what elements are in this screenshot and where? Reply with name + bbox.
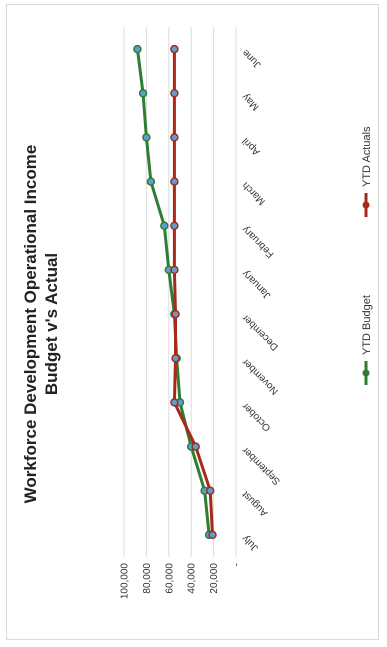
- data-point-ytd-budget: [138, 89, 148, 98]
- data-point-ytd-actuals: [171, 354, 180, 363]
- gridlines: [123, 27, 237, 557]
- x-category-label: July: [240, 533, 260, 553]
- x-category-label: April: [240, 135, 262, 157]
- y-tick-label: 100,000: [120, 563, 131, 600]
- x-category-label: February: [240, 224, 276, 260]
- legend-label: YTD Actuals: [361, 126, 373, 187]
- chart-subtitle: Budget v's Actual: [42, 253, 61, 395]
- legend-label: YTD Budget: [361, 295, 373, 355]
- x-category-label: August: [240, 488, 270, 518]
- x-category-label: May: [240, 91, 261, 112]
- data-point-ytd-actuals: [170, 44, 179, 54]
- x-category-label: June: [240, 47, 263, 70]
- y-tick-label: 60,000: [164, 563, 175, 594]
- series-line-ytd-budget: [135, 48, 211, 536]
- x-category-label: October: [240, 400, 273, 433]
- data-point-ytd-budget: [133, 44, 142, 54]
- data-point-ytd-actuals: [170, 221, 179, 230]
- x-category-label: March: [240, 179, 267, 206]
- data-point-ytd-actuals: [170, 265, 179, 275]
- data-point-ytd-actuals: [170, 89, 179, 98]
- x-category-label: January: [240, 268, 273, 301]
- data-point-ytd-actuals: [205, 486, 215, 495]
- chart-title: Workforce Development Operational Income: [21, 145, 40, 504]
- chart-frame: [6, 4, 379, 640]
- data-point-ytd-actuals: [208, 530, 217, 540]
- legend-marker: [362, 201, 370, 209]
- data-point-ytd-budget: [142, 133, 151, 142]
- legend-marker: [362, 369, 370, 377]
- series-line-ytd-actuals: [172, 49, 214, 535]
- data-point-ytd-actuals: [170, 398, 179, 407]
- x-category-label: December: [240, 311, 281, 352]
- x-category-label: November: [240, 356, 281, 397]
- y-tick-label: 20,000: [209, 563, 220, 594]
- data-point-ytd-actuals: [171, 309, 180, 319]
- y-tick-label: -: [232, 563, 243, 566]
- series-lines: [133, 44, 217, 540]
- data-point-ytd-actuals: [170, 177, 179, 186]
- data-point-ytd-budget: [160, 221, 169, 230]
- data-point-ytd-budget: [146, 177, 156, 186]
- x-category-label: September: [240, 444, 283, 487]
- y-tick-label: 40,000: [187, 563, 198, 594]
- y-axis-ticks: 100,000 80,000 60,000 40,000 20,000 -: [120, 563, 243, 600]
- data-point-ytd-actuals: [191, 442, 200, 451]
- y-tick-label: 80,000: [142, 563, 153, 594]
- legend: YTD Budget YTD Actuals: [361, 126, 373, 385]
- data-point-ytd-actuals: [170, 133, 179, 142]
